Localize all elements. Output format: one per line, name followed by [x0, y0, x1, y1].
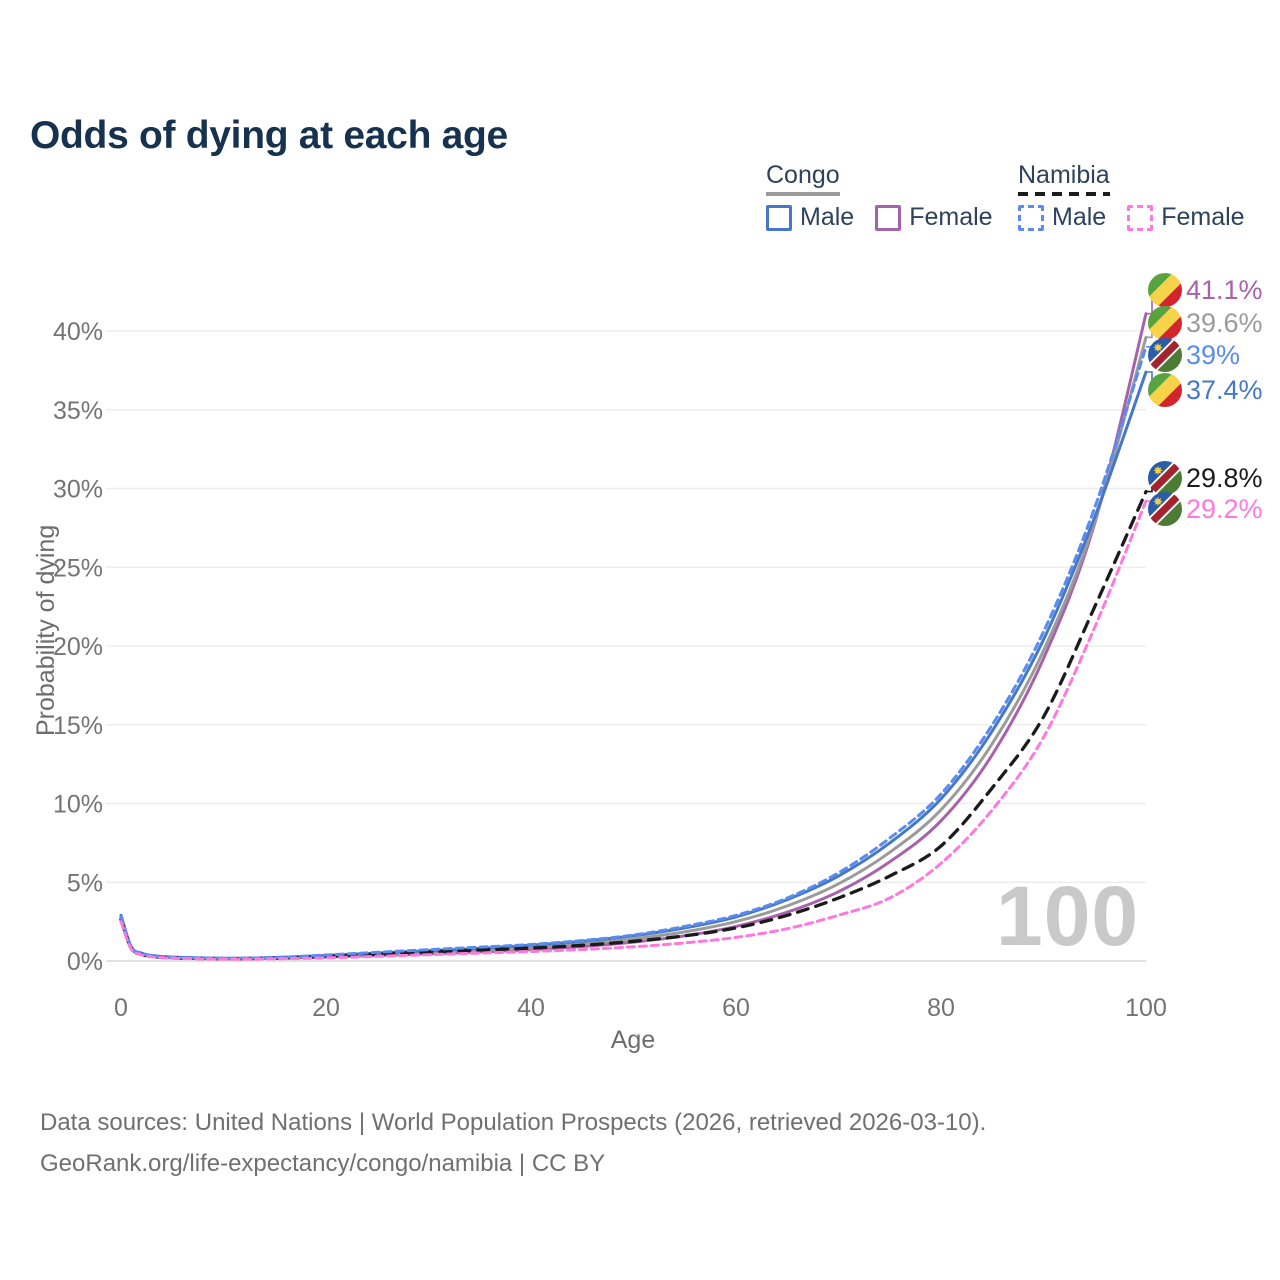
legend-country-namibia[interactable]: Namibia	[1018, 160, 1110, 196]
footer-attribution-line: GeoRank.org/life-expectancy/congo/namibi…	[40, 1150, 606, 1177]
legend-group-namibia: Namibia Male Female	[1018, 160, 1245, 232]
y-axis-tick-label: 30%	[53, 476, 103, 504]
legend-country-congo-label: Congo	[766, 161, 840, 189]
y-axis-tick-label: 40%	[53, 318, 103, 346]
end-value-label-namibia_female: 29.2%	[1186, 494, 1263, 524]
legend-group-congo: Congo Male Female	[766, 160, 993, 232]
x-axis-tick-label: 80	[927, 994, 955, 1022]
footer: Data sources: United Nations | World Pop…	[40, 1102, 986, 1184]
series-line-namibia_female	[119, 499, 1148, 961]
end-value-label-namibia_all: 29.8%	[1186, 463, 1263, 493]
end-value-label-congo_female: 41.1%	[1186, 275, 1263, 305]
legend-item-congo-male[interactable]: Male	[766, 203, 854, 232]
series-line-namibia_male	[119, 345, 1148, 960]
footer-sources-line: Data sources: United Nations | World Pop…	[40, 1109, 987, 1136]
x-axis-tick-label: 100	[1125, 994, 1167, 1022]
gridlines	[106, 330, 1146, 962]
hovered-age-watermark: 100	[996, 869, 1140, 963]
y-axis-tick-label: 20%	[53, 633, 103, 661]
end-labels: 41.1%39.6% 37.4% 29.8% 39% 29.2%	[1130, 255, 1263, 545]
legend-item-namibia-female[interactable]: Female	[1127, 203, 1245, 232]
y-axis-tick-label: 35%	[53, 397, 103, 425]
legend-item-congo-female[interactable]: Female	[875, 203, 993, 232]
x-axis-tick-label: 60	[722, 994, 750, 1022]
series-line-congo_male	[119, 370, 1148, 960]
series-lines	[119, 312, 1148, 961]
legend-country-namibia-label: Namibia	[1018, 161, 1110, 189]
legend-country-congo[interactable]: Congo	[766, 160, 840, 196]
y-axis-tick-label: 10%	[53, 791, 103, 819]
axis-ticks: 0% 5% 10% 15% 20% 25% 30% 35% 40% 0 20 40 60 80 100	[53, 318, 1167, 1022]
series-line-congo_all	[119, 335, 1148, 961]
end-value-label-congo_male: 37.4%	[1186, 375, 1263, 405]
y-axis-tick-label: 0%	[67, 948, 103, 976]
legend-label-congo-male: Male	[800, 203, 855, 231]
legend-swatch-congo-male[interactable]	[766, 204, 792, 231]
legend-namibia-line-sample	[1018, 192, 1110, 196]
end-value-label-namibia_male: 39%	[1186, 340, 1240, 370]
legend-swatch-namibia-female[interactable]	[1127, 204, 1154, 231]
legend-label-congo-female: Female	[909, 203, 993, 231]
legend-label-namibia-male: Male	[1052, 203, 1107, 231]
legend-label-namibia-female: Female	[1161, 203, 1245, 231]
y-axis-tick-label: 5%	[67, 869, 103, 897]
legend-congo-line-sample	[766, 192, 840, 196]
x-axis-tick-label: 20	[312, 994, 340, 1022]
legend-swatch-congo-female[interactable]	[875, 204, 902, 231]
legend-swatch-namibia-male[interactable]	[1018, 204, 1044, 231]
page-title: Odds of dying at each age	[30, 114, 508, 158]
y-axis-tick-label: 25%	[53, 554, 103, 582]
end-value-label-congo_all: 39.6%	[1186, 308, 1263, 338]
x-axis-tick-label: 40	[517, 994, 545, 1022]
x-axis-title: Age	[610, 1026, 656, 1054]
x-axis-tick-label: 0	[114, 994, 128, 1022]
y-axis-tick-label: 15%	[53, 712, 103, 740]
legend-item-namibia-male[interactable]: Male	[1018, 203, 1106, 232]
